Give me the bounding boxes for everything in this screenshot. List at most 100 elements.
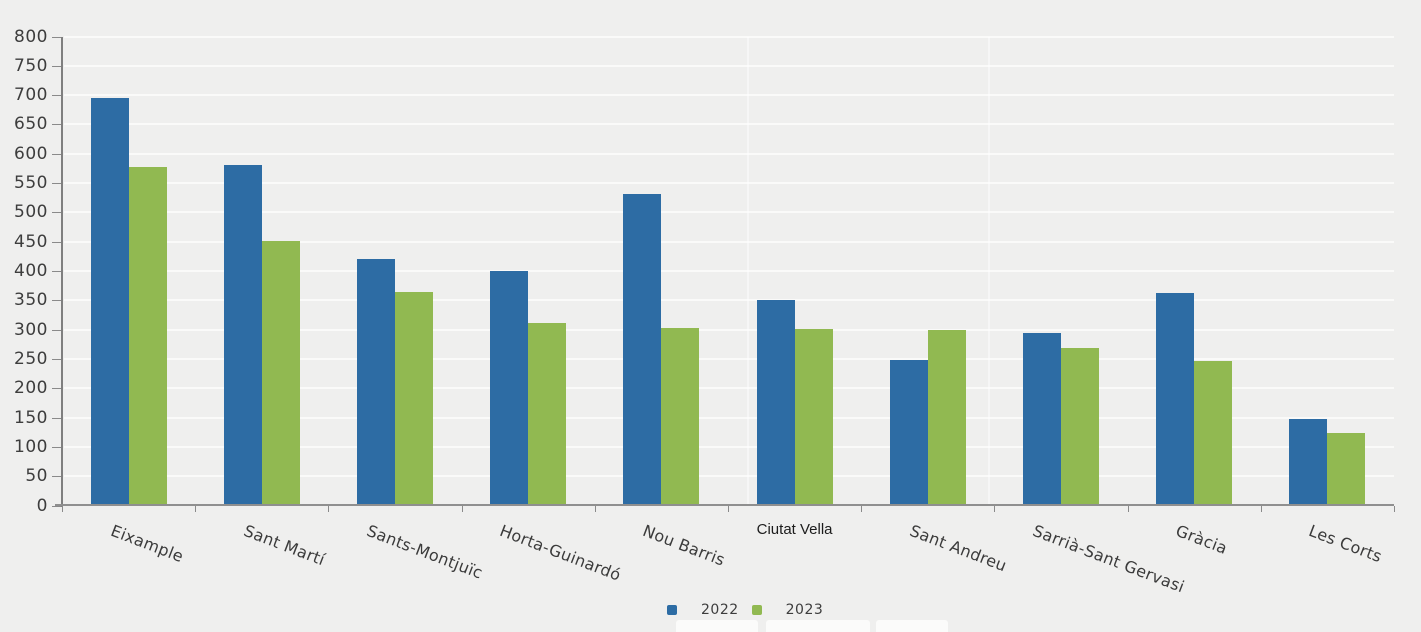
gridline-y-700 bbox=[64, 94, 1394, 97]
gridline-y-300 bbox=[64, 328, 1394, 331]
bar-2023-eixample[interactable] bbox=[128, 167, 167, 506]
x-tick-3 bbox=[461, 506, 463, 512]
x-label-gracia: Gràcia bbox=[1173, 521, 1231, 558]
y-tick-label-500: 500 bbox=[14, 202, 48, 223]
bar-2023-gracia[interactable] bbox=[1194, 361, 1233, 506]
bar-2023-sants-montjuic[interactable] bbox=[395, 292, 433, 506]
gridline-x-2 bbox=[988, 36, 990, 506]
x-label-sant-andreu: Sant Andreu bbox=[906, 521, 1010, 576]
gridline-y-600 bbox=[64, 152, 1394, 155]
bar-2022-sants-montjuic[interactable] bbox=[357, 258, 395, 506]
x-label-les-corts: Les Corts bbox=[1306, 521, 1386, 567]
y-tick-150 bbox=[52, 417, 61, 419]
bar-2023-horta-guinardo[interactable] bbox=[528, 322, 567, 506]
y-tick-label-600: 600 bbox=[14, 143, 48, 164]
x-tick-5 bbox=[728, 506, 729, 512]
bar-2022-nou-barris[interactable] bbox=[623, 193, 662, 506]
y-tick-50 bbox=[52, 476, 61, 478]
y-tick-350 bbox=[52, 300, 61, 302]
y-tick-650 bbox=[52, 124, 61, 126]
y-tick-label-350: 350 bbox=[14, 290, 48, 311]
legend-item-2023[interactable]: 2023 bbox=[751, 602, 824, 618]
y-tick-label-650: 650 bbox=[14, 114, 48, 135]
legend-swatch-2023 bbox=[751, 605, 762, 615]
x-label-sarria-sant-gervasi: Sarrià-Sant Gervasi bbox=[1030, 521, 1188, 597]
y-tick-700 bbox=[52, 95, 61, 97]
y-tick-label-550: 550 bbox=[14, 173, 48, 194]
x-tick-8 bbox=[1127, 506, 1129, 512]
y-tick-300 bbox=[52, 329, 61, 331]
y-tick-label-450: 450 bbox=[14, 231, 48, 252]
y-tick-200 bbox=[52, 388, 61, 390]
y-tick-0 bbox=[52, 505, 61, 507]
y-tick-450 bbox=[52, 241, 61, 243]
bar-2022-les-corts[interactable] bbox=[1289, 418, 1328, 506]
gridline-y-250 bbox=[64, 357, 1394, 360]
y-tick-500 bbox=[52, 212, 61, 214]
y-tick-label-0: 0 bbox=[36, 495, 48, 516]
y-tick-100 bbox=[52, 446, 61, 448]
gridline-y-800 bbox=[64, 35, 1394, 38]
bar-2022-sarria-sant-gervasi[interactable] bbox=[1023, 332, 1061, 506]
gridline-y-450 bbox=[64, 240, 1394, 243]
legend-swatch-2022 bbox=[667, 605, 677, 615]
y-tick-label-100: 100 bbox=[14, 436, 48, 457]
y-tick-label-750: 750 bbox=[14, 55, 48, 76]
y-tick-label-300: 300 bbox=[14, 319, 48, 340]
x-label-sants-montjuic: Sants-Montjuïc bbox=[364, 521, 486, 583]
bar-2023-sarria-sant-gervasi[interactable] bbox=[1061, 348, 1099, 506]
x-tick-6 bbox=[861, 506, 863, 512]
partial-element-below-3 bbox=[876, 620, 948, 632]
x-tick-4 bbox=[594, 506, 596, 512]
y-tick-label-800: 800 bbox=[14, 26, 48, 47]
gridline-y-100 bbox=[64, 445, 1394, 448]
x-tick-2 bbox=[328, 506, 330, 512]
partial-element-below-2 bbox=[766, 620, 870, 632]
gridline-y-500 bbox=[64, 211, 1394, 214]
y-axis-line bbox=[61, 36, 63, 507]
x-tick-0 bbox=[62, 506, 63, 512]
x-label-sant-marti: Sant Martí bbox=[240, 521, 328, 570]
bar-2022-sant-andreu[interactable] bbox=[889, 360, 928, 506]
bar-2022-eixample[interactable] bbox=[90, 98, 129, 506]
x-label-ciutat-vella: Ciutat Vella bbox=[756, 521, 833, 538]
x-tick-9 bbox=[1260, 506, 1262, 512]
legend-label-2023: 2023 bbox=[785, 602, 824, 618]
gridline-y-50 bbox=[64, 475, 1394, 478]
bar-2023-ciutat-vella[interactable] bbox=[794, 329, 833, 506]
y-tick-750 bbox=[52, 65, 61, 67]
y-tick-label-150: 150 bbox=[14, 407, 48, 428]
bar-2022-gracia[interactable] bbox=[1156, 292, 1195, 506]
x-tick-7 bbox=[994, 506, 996, 512]
y-tick-250 bbox=[52, 358, 61, 360]
y-tick-label-50: 50 bbox=[25, 466, 48, 487]
bar-2022-horta-guinardo[interactable] bbox=[490, 271, 529, 506]
x-axis-line bbox=[55, 504, 1394, 506]
gridline-y-350 bbox=[64, 299, 1394, 302]
y-tick-400 bbox=[52, 271, 61, 272]
y-tick-550 bbox=[52, 183, 61, 185]
bar-2023-sant-marti[interactable] bbox=[261, 240, 300, 506]
x-tick-10 bbox=[1394, 506, 1395, 512]
x-label-eixample: Eixample bbox=[107, 521, 186, 567]
y-tick-label-400: 400 bbox=[14, 261, 48, 281]
gridline-x-1 bbox=[747, 36, 749, 506]
gridline-y-550 bbox=[64, 182, 1394, 185]
y-tick-600 bbox=[52, 153, 61, 155]
bar-2023-sant-andreu[interactable] bbox=[927, 330, 966, 506]
bar-2023-les-corts[interactable] bbox=[1327, 433, 1366, 506]
y-tick-label-700: 700 bbox=[14, 85, 48, 106]
partial-element-below-1 bbox=[676, 620, 758, 632]
legend-item-2022[interactable]: 2022 bbox=[667, 602, 739, 618]
gridline-y-750 bbox=[64, 64, 1394, 67]
chart-legend: 2022 2023 bbox=[667, 602, 823, 618]
bar-2022-ciutat-vella[interactable] bbox=[756, 300, 795, 506]
bar-2023-nou-barris[interactable] bbox=[661, 327, 700, 506]
y-tick-800 bbox=[52, 36, 61, 38]
gridline-y-200 bbox=[64, 387, 1394, 390]
y-tick-label-200: 200 bbox=[14, 378, 48, 399]
gridline-y-150 bbox=[64, 416, 1394, 419]
y-tick-label-250: 250 bbox=[14, 348, 48, 369]
bar-2022-sant-marti[interactable] bbox=[223, 165, 262, 506]
